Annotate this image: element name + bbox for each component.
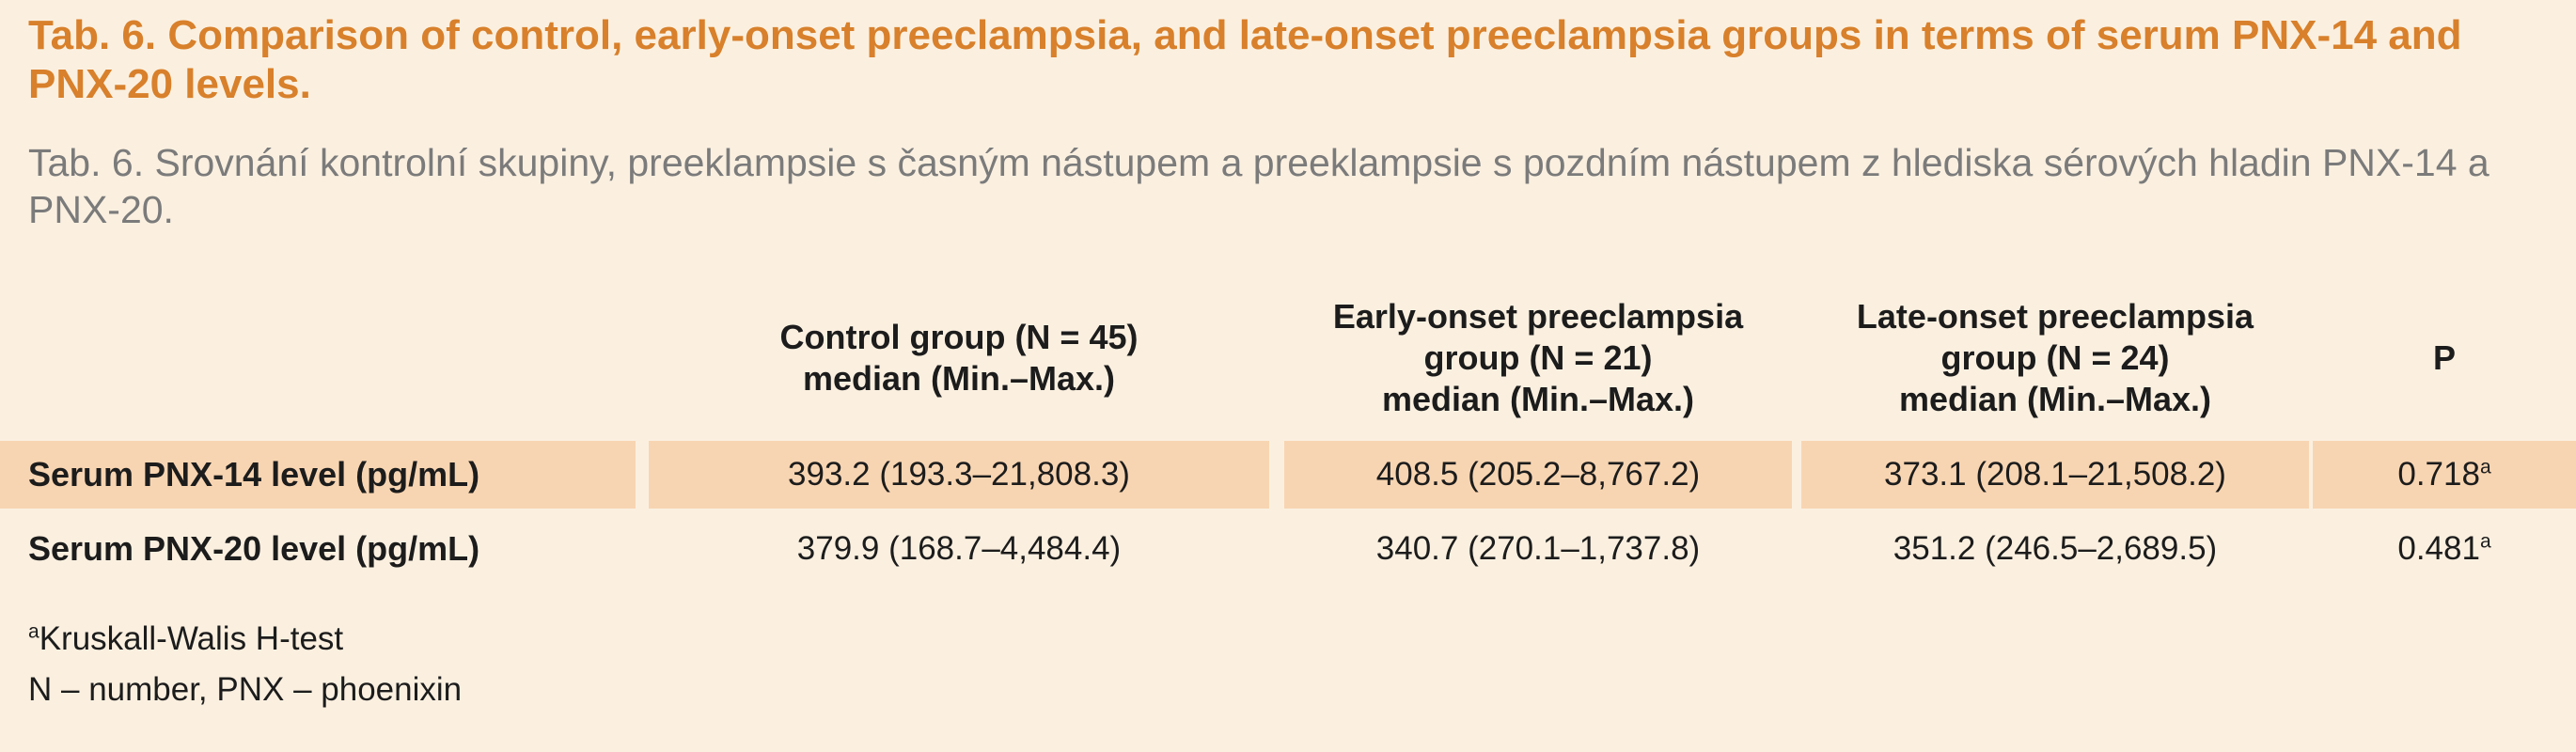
p-value: 0.481a — [2313, 515, 2576, 583]
footnote-test-text: Kruskall-Walis H-test — [39, 620, 344, 657]
header-line: median (Min.–Max.) — [1898, 380, 2212, 418]
header-late-onset: Late-onset preeclampsia group (N = 24) m… — [1801, 278, 2309, 438]
row-label: Serum PNX-14 level (pg/mL) — [28, 455, 480, 494]
p-value-number: 0.718 — [2397, 456, 2480, 493]
header-line: Late-onset preeclampsia — [1856, 297, 2254, 336]
row-highlight-band — [649, 441, 1269, 509]
row-highlight-band — [0, 441, 636, 509]
p-value: 0.718a — [2313, 441, 2576, 509]
footnote-marker: a — [2479, 530, 2491, 553]
header-line: median (Min.–Max.) — [1381, 380, 1695, 418]
header-line: group (N = 24) — [1940, 338, 2170, 377]
header-line: P — [2432, 338, 2456, 377]
header-p-value: P — [2313, 278, 2576, 438]
row-highlight-band — [1801, 441, 2309, 509]
header-line: median (Min.–Max.) — [802, 359, 1116, 398]
table-subtitle: Tab. 6. Srovnání kontrolní skupiny, pree… — [28, 141, 2490, 231]
late-onset-value: 351.2 (246.5–2,689.5) — [1893, 530, 2218, 567]
row-highlight-band — [1284, 441, 1792, 509]
late-onset-value: 373.1 (208.1–21,508.2) — [1884, 456, 2226, 493]
header-early-onset: Early-onset preeclampsia group (N = 21) … — [1284, 278, 1792, 438]
early-onset-value: 340.7 (270.1–1,737.8) — [1375, 530, 1701, 567]
header-line: group (N = 21) — [1423, 338, 1653, 377]
footnote-marker: a — [2479, 456, 2491, 478]
control-value: 393.2 (193.3–21,808.3) — [788, 456, 1130, 493]
header-control-group: Control group (N = 45) median (Min.–Max.… — [649, 278, 1269, 438]
early-onset-value: 408.5 (205.2–8,767.2) — [1375, 456, 1701, 493]
footnote-marker: a — [28, 620, 39, 643]
row-highlight-band — [2313, 441, 2576, 509]
footnote-test: aKruskall-Walis H-test — [28, 617, 343, 662]
table-title: Tab. 6. Comparison of control, early-ons… — [28, 12, 2462, 107]
control-value: 379.9 (168.7–4,484.4) — [796, 530, 1122, 567]
row-label: Serum PNX-20 level (pg/mL) — [28, 529, 480, 568]
p-value-number: 0.481 — [2397, 530, 2480, 567]
header-line: Control group (N = 45) — [779, 318, 1139, 356]
header-line: Early-onset preeclampsia — [1332, 297, 1744, 336]
footnote-abbreviations: N – number, PNX – phoenixin — [28, 671, 463, 708]
